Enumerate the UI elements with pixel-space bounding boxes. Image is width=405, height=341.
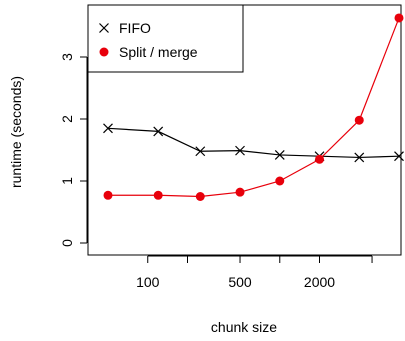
series-0-point-7 xyxy=(394,151,404,162)
legend-marker-0-stroke-b xyxy=(99,23,109,33)
series-0-point-4 xyxy=(274,150,285,160)
legend-label-1: Split / merge xyxy=(119,44,198,60)
series-0-point-6 xyxy=(354,152,365,163)
x-tick-label-4: 2000 xyxy=(304,274,335,290)
legend-box xyxy=(87,4,244,73)
series-0-point-3 xyxy=(235,145,245,156)
series-1-point-0 xyxy=(103,190,113,200)
series-layer xyxy=(103,13,404,201)
x-axis-title: chunk size xyxy=(211,319,277,335)
series-1-line xyxy=(108,17,400,198)
series-0-point-0-stroke-b xyxy=(103,123,113,134)
series-1-point-5 xyxy=(315,154,325,164)
series-0-point-4-stroke-b xyxy=(274,150,285,160)
series-0-point-6-stroke-b xyxy=(354,152,365,163)
series-0-point-2-stroke-b xyxy=(195,146,206,157)
y-axis: 0 1 2 3 xyxy=(59,53,88,247)
y-tick-label-0: 0 xyxy=(59,239,75,247)
x-axis: 100 500 2000 xyxy=(136,255,373,290)
series-0-point-7-stroke-b xyxy=(394,151,404,162)
series-1-point-3 xyxy=(235,187,245,197)
series-0 xyxy=(103,123,404,163)
series-1-point-2 xyxy=(195,192,205,201)
y-tick-label-1: 1 xyxy=(59,177,75,185)
series-0-point-3-stroke-b xyxy=(235,145,245,156)
series-0-point-2 xyxy=(195,146,206,157)
plot-box xyxy=(87,4,402,256)
y-tick-label-3: 3 xyxy=(59,53,75,61)
series-0-point-1-stroke-b xyxy=(153,126,164,137)
series-1 xyxy=(103,13,404,201)
series-1-point-7 xyxy=(394,13,404,23)
legend-marker-1 xyxy=(99,47,109,57)
x-tick-label-0: 100 xyxy=(136,274,160,290)
series-1-point-1 xyxy=(153,190,163,200)
series-1-point-4 xyxy=(275,176,285,186)
legend-label-0: FIFO xyxy=(119,20,151,36)
legend: FIFO Split / merge xyxy=(87,4,244,73)
series-0-point-0 xyxy=(103,123,113,134)
legend-marker-0 xyxy=(99,23,109,33)
x-tick-label-2: 500 xyxy=(228,274,252,290)
y-axis-title: runtime (seconds) xyxy=(8,76,24,188)
y-tick-label-2: 2 xyxy=(59,115,75,123)
series-1-point-6 xyxy=(354,115,364,125)
series-0-point-1 xyxy=(153,126,164,137)
series-0-line xyxy=(107,127,400,159)
